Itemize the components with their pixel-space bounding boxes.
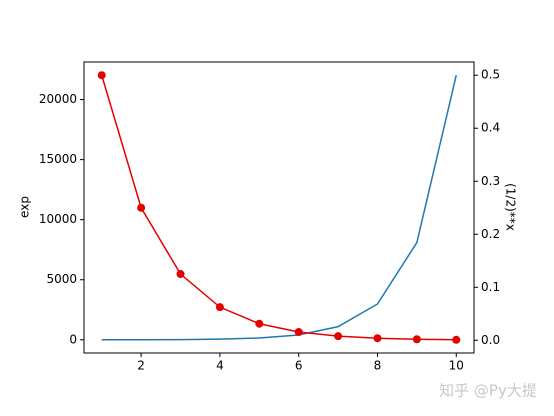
y-tick-label: 15000 xyxy=(39,152,77,166)
point xyxy=(452,335,461,344)
point xyxy=(373,334,382,343)
y2-tick-label: 0.4 xyxy=(481,121,500,135)
y-tick-label: 5000 xyxy=(46,272,77,286)
point xyxy=(412,335,421,344)
x-tick-label: 4 xyxy=(216,359,224,373)
x-tick-label: 6 xyxy=(295,359,303,373)
point xyxy=(334,332,343,341)
y2-tick-label: 0.2 xyxy=(481,227,500,241)
y2-tick-label: 0.5 xyxy=(481,68,500,82)
y-tick-label: 0 xyxy=(69,332,77,346)
point xyxy=(137,203,146,212)
point xyxy=(255,319,264,328)
y2-tick-label: 0.3 xyxy=(481,174,500,188)
axes-frame xyxy=(83,61,475,354)
x-tick-label: 8 xyxy=(374,359,382,373)
x-tick-label: 10 xyxy=(449,359,464,373)
y2-tick-label: 0.1 xyxy=(481,280,500,294)
series-line xyxy=(101,75,457,341)
point xyxy=(176,270,185,279)
series-line xyxy=(101,75,458,341)
x-tick-label: 2 xyxy=(137,359,145,373)
y2-tick-label: 0.0 xyxy=(481,333,500,347)
y-tick-label: 20000 xyxy=(39,92,77,106)
y2-axis-label: (1/2)**x xyxy=(504,183,518,231)
point xyxy=(294,328,303,337)
y-tick-label: 10000 xyxy=(39,212,77,226)
point xyxy=(97,71,106,80)
point xyxy=(215,303,224,312)
y-axis-label: exp xyxy=(18,196,32,218)
watermark: 知乎 @Py大提 xyxy=(439,382,537,400)
